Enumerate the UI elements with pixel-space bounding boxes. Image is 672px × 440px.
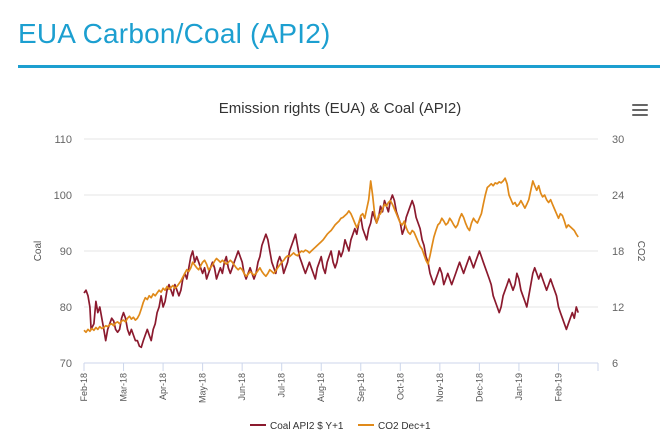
x-tick-label: Mar-18 [119, 373, 129, 402]
series-line-coal [83, 194, 580, 349]
x-tick-label: Nov-18 [435, 373, 445, 402]
left-tick-label: 70 [60, 358, 72, 370]
left-tick-label: 100 [54, 190, 72, 202]
right-tick-label: 24 [612, 190, 624, 202]
left-tick-label: 110 [54, 134, 72, 146]
series-layer [83, 177, 580, 349]
right-tick-label: 30 [612, 134, 624, 146]
left-axis-title: Coal [33, 241, 44, 262]
x-tick-label: May-18 [198, 373, 208, 403]
right-y-axis: 6 12 18 24 30 [612, 134, 624, 370]
left-y-axis: 70 80 90 100 110 [54, 134, 72, 370]
x-tick-label: Feb-18 [79, 373, 89, 402]
legend-label: CO2 Dec+1 [378, 421, 431, 432]
left-tick-label: 80 [60, 302, 72, 314]
menu-bar-middle [632, 109, 648, 111]
heading-divider [18, 65, 660, 68]
left-tick-label: 90 [60, 246, 72, 258]
menu-bar-top [632, 104, 648, 106]
right-tick-label: 18 [612, 246, 624, 258]
x-tick-label: Sep-18 [356, 373, 366, 402]
series-line-co2 [83, 177, 579, 334]
x-tick-label: Dec-18 [474, 373, 484, 402]
page-heading: EUA Carbon/Coal (API2) [18, 18, 331, 49]
hamburger-menu-icon[interactable] [632, 104, 648, 118]
x-tick-label: Aug-18 [316, 373, 326, 402]
x-tick-label: Jan-19 [514, 373, 524, 401]
right-tick-label: 6 [612, 358, 618, 370]
right-tick-label: 12 [612, 302, 624, 314]
menu-bar-bottom [632, 114, 648, 116]
right-axis-title: CO2 [635, 241, 646, 262]
chart-grid [84, 138, 598, 364]
x-tick-label: Apr-18 [158, 373, 168, 400]
chart-title: Emission rights (EUA) & Coal (API2) [219, 100, 462, 117]
x-tick-label: Oct-18 [395, 373, 405, 400]
legend-label: Coal API2 $ Y+1 [270, 421, 344, 432]
x-tick-label: Jul-18 [277, 373, 287, 398]
x-tick-label: Jun-18 [237, 373, 247, 401]
x-tick-label: Feb-19 [553, 373, 563, 402]
chart-legend: Coal API2 $ Y+1 CO2 Dec+1 [250, 421, 431, 432]
x-axis: Feb-18 Mar-18 Apr-18 May-18 Jun-18 Jul-18 Aug-… [79, 362, 599, 403]
